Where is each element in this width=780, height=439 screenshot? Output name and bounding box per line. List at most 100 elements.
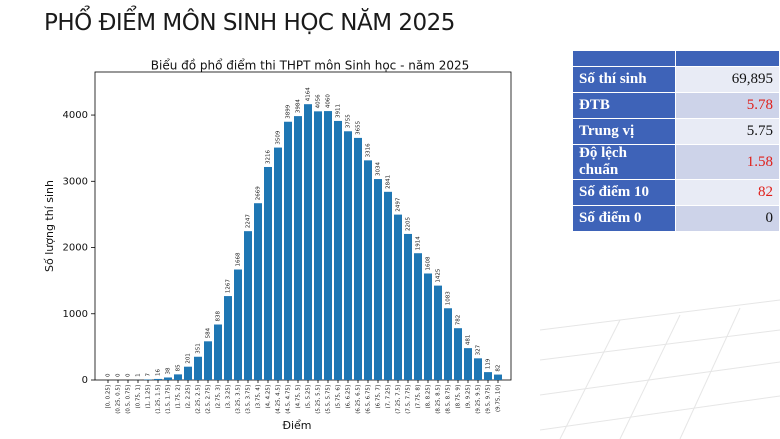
value-label: 4164 <box>306 87 312 101</box>
value-label: 782 <box>456 315 462 326</box>
x-tick-label: (1.75, 2] <box>176 385 182 409</box>
bar <box>154 378 162 380</box>
x-tick-label: (4.75, 5] <box>296 385 302 409</box>
value-label: 2247 <box>246 214 252 228</box>
x-tick-label: (8.25, 8.5] <box>436 385 442 414</box>
value-label: 7 <box>146 373 152 377</box>
bar <box>364 160 372 380</box>
value-label: 481 <box>466 335 472 346</box>
value-label: 1914 <box>416 236 422 250</box>
bar <box>204 341 212 380</box>
value-label: 85 <box>176 364 182 371</box>
row-value: 82 <box>675 179 780 206</box>
value-label: 0 <box>106 373 112 377</box>
value-label: 2205 <box>406 216 412 230</box>
x-tick-label: (2.25, 2.5] <box>196 385 202 414</box>
value-label: 4060 <box>326 94 332 108</box>
x-tick-label: (1, 1.25] <box>146 385 152 409</box>
bar <box>234 269 242 380</box>
x-tick-label: (5.75, 6] <box>336 385 342 409</box>
row-value: 1.58 <box>675 144 780 180</box>
row-label: Số thí sinh <box>571 66 677 93</box>
y-tick-label: 0 <box>82 375 88 386</box>
bar <box>224 296 232 380</box>
bar <box>434 285 442 380</box>
bar <box>214 324 222 380</box>
bar <box>464 348 472 380</box>
x-tick-label: (8.75, 9] <box>456 385 462 409</box>
y-axis-label: Số lượng thí sinh <box>43 180 56 272</box>
bar <box>414 253 422 380</box>
value-label: 1 <box>136 373 142 377</box>
row-value: 69,895 <box>675 66 780 93</box>
table-row: Trung vị 5.75 <box>571 118 780 145</box>
y-tick-label: 3000 <box>63 176 88 187</box>
x-tick-label: (7.75, 8] <box>416 385 422 409</box>
value-label: 0 <box>126 373 132 377</box>
x-tick-label: (5.5, 5.75] <box>326 385 332 414</box>
x-tick-label: (7.5, 7.75] <box>406 385 412 414</box>
x-tick-label: (9.25, 9.5] <box>476 385 482 414</box>
page-title: PHỔ ĐIỂM MÔN SINH HỌC NĂM 2025 <box>44 10 455 36</box>
bar <box>424 273 432 380</box>
bar <box>444 308 452 380</box>
row-label: Số điểm 0 <box>571 205 677 232</box>
bar <box>174 374 182 380</box>
y-tick-label: 2000 <box>63 243 88 254</box>
x-tick-label: (9, 9.25] <box>466 385 472 409</box>
value-label: 2669 <box>256 186 262 200</box>
y-tick-label: 4000 <box>63 110 88 121</box>
row-value: 0 <box>675 205 780 232</box>
x-tick-label: (4, 4.25] <box>266 385 272 409</box>
value-label: 327 <box>476 344 482 355</box>
bar <box>274 147 282 380</box>
value-label: 82 <box>496 365 502 372</box>
header-cell <box>675 50 780 67</box>
bar <box>374 179 382 380</box>
value-label: 1083 <box>446 291 452 305</box>
value-label: 3911 <box>336 104 342 118</box>
plot-frame <box>94 71 512 381</box>
value-label: 3984 <box>296 99 302 113</box>
x-tick-label: (9.75, 10] <box>496 385 502 412</box>
x-tick-label: (6.25, 6.5] <box>356 385 362 414</box>
value-label: 201 <box>186 353 192 364</box>
table-row: Số điểm 10 82 <box>571 179 780 206</box>
bar <box>394 214 402 380</box>
table-header <box>571 50 780 67</box>
value-label: 3216 <box>266 149 272 163</box>
value-label: 838 <box>216 310 222 321</box>
bar <box>484 372 492 380</box>
bar <box>334 120 342 380</box>
value-label: 351 <box>196 343 202 354</box>
row-label: ĐTB <box>571 92 677 119</box>
x-tick-label: (8, 8.25] <box>426 385 432 409</box>
x-tick-label: (8.5, 8.75] <box>446 385 452 414</box>
x-tick-label: (0.25, 0.5] <box>116 385 122 414</box>
x-tick-label: [0, 0.25] <box>106 385 112 409</box>
bar <box>314 111 322 380</box>
bar <box>264 166 272 380</box>
x-tick-label: (0.5, 0.75] <box>126 385 132 414</box>
bar <box>294 116 302 380</box>
stats-table: Số thí sinh 69,895 ĐTB 5.78 Trung vị 5.75 Đ… <box>571 50 780 232</box>
bar <box>194 356 202 380</box>
value-label: 38 <box>166 367 172 374</box>
bar <box>304 104 312 380</box>
value-label: 3655 <box>356 120 362 134</box>
value-label: 1608 <box>426 256 432 270</box>
value-label: 119 <box>486 358 492 369</box>
value-label: 1267 <box>226 279 232 293</box>
value-label: 2497 <box>396 197 402 211</box>
value-label: 0 <box>116 373 122 377</box>
bar <box>254 203 262 380</box>
x-tick-label: (5.25, 5.5] <box>316 385 322 414</box>
row-value: 5.78 <box>675 92 780 119</box>
x-tick-label: (0.75, 1] <box>136 385 142 409</box>
value-label: 584 <box>206 327 212 338</box>
x-tick-label: (2.75, 3] <box>216 385 222 409</box>
value-label: 3755 <box>346 114 352 128</box>
y-tick-label: 1000 <box>63 309 88 320</box>
